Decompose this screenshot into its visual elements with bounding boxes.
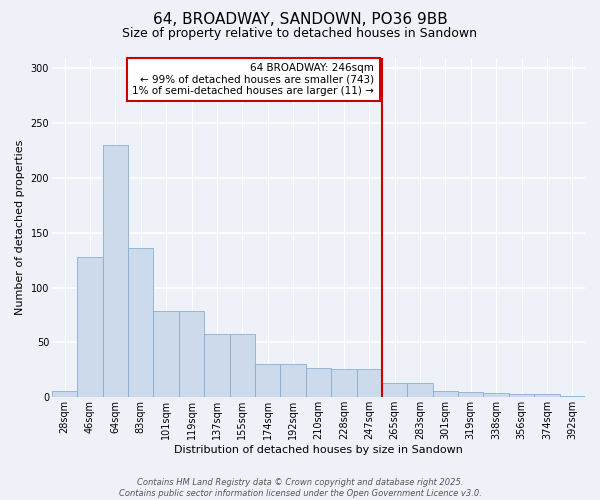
Bar <box>77 257 103 398</box>
Bar <box>484 393 509 398</box>
Bar <box>458 392 484 398</box>
Text: 64, BROADWAY, SANDOWN, PO36 9BB: 64, BROADWAY, SANDOWN, PO36 9BB <box>152 12 448 28</box>
Bar <box>534 394 560 398</box>
Bar <box>128 248 154 398</box>
Bar <box>103 145 128 398</box>
X-axis label: Distribution of detached houses by size in Sandown: Distribution of detached houses by size … <box>174 445 463 455</box>
Bar <box>407 383 433 398</box>
Bar <box>255 364 280 398</box>
Bar <box>331 369 356 398</box>
Bar <box>52 390 77 398</box>
Bar <box>356 369 382 398</box>
Bar <box>306 368 331 398</box>
Y-axis label: Number of detached properties: Number of detached properties <box>15 140 25 315</box>
Bar <box>204 334 230 398</box>
Bar <box>382 383 407 398</box>
Bar <box>230 334 255 398</box>
Text: Contains HM Land Registry data © Crown copyright and database right 2025.
Contai: Contains HM Land Registry data © Crown c… <box>119 478 481 498</box>
Text: 64 BROADWAY: 246sqm
← 99% of detached houses are smaller (743)
1% of semi-detach: 64 BROADWAY: 246sqm ← 99% of detached ho… <box>133 63 374 96</box>
Bar <box>280 364 306 398</box>
Bar <box>509 394 534 398</box>
Bar <box>560 396 585 398</box>
Bar <box>433 390 458 398</box>
Text: Size of property relative to detached houses in Sandown: Size of property relative to detached ho… <box>122 28 478 40</box>
Bar <box>179 310 204 398</box>
Bar <box>154 310 179 398</box>
